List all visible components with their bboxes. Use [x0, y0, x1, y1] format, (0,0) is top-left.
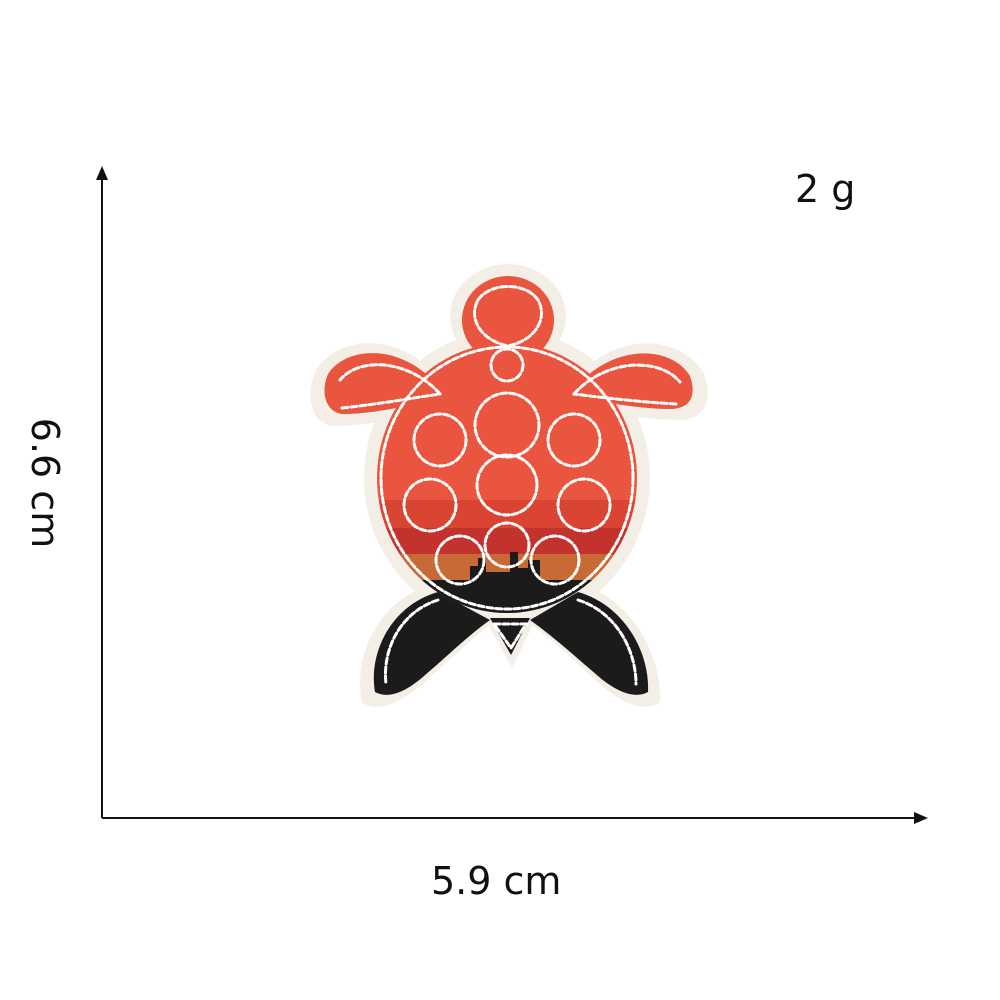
turtle-patch [310, 264, 708, 707]
tail [490, 618, 530, 655]
stitch-pattern [338, 285, 682, 686]
right-back-flipper [530, 592, 649, 695]
height-label: 6.6 cm [23, 417, 67, 549]
left-back-flipper [373, 592, 490, 695]
weight-label: 2 g [795, 167, 856, 211]
width-label: 5.9 cm [431, 859, 562, 903]
height-arrow [96, 166, 108, 818]
turtle-head [462, 276, 554, 364]
width-arrow [102, 812, 928, 824]
